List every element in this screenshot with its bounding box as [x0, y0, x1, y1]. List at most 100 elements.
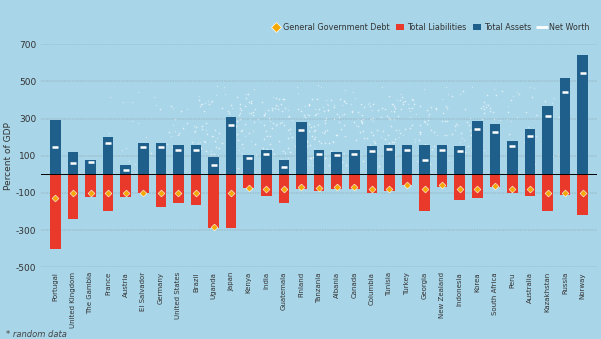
- Point: [182, 121, 192, 126]
- Point: [414, 137, 424, 143]
- Point: [305, 155, 315, 161]
- Point: [308, 133, 317, 138]
- Point: [419, 118, 429, 124]
- Point: [271, 123, 281, 128]
- Point: [368, 115, 378, 121]
- Point: [353, 117, 362, 122]
- Point: [296, 108, 306, 114]
- Point: [320, 130, 329, 135]
- Point: [218, 105, 227, 110]
- Text: * random data: * random data: [6, 330, 67, 339]
- Point: [487, 127, 496, 133]
- Point: [284, 113, 293, 118]
- Bar: [331, 152, 342, 174]
- Point: [350, 95, 360, 100]
- Point: [364, 102, 373, 107]
- Bar: [191, 145, 201, 174]
- Point: [364, 100, 374, 105]
- Point: [140, 147, 150, 153]
- Point: [480, 111, 489, 116]
- Point: [337, 126, 346, 132]
- Point: [420, 119, 430, 124]
- Point: [329, 117, 338, 122]
- Point: [285, 130, 294, 136]
- Point: [265, 142, 275, 147]
- Point: [557, 92, 567, 97]
- Point: [251, 152, 261, 158]
- Point: [224, 162, 233, 167]
- Point: [189, 123, 199, 128]
- Point: [358, 116, 368, 122]
- Point: [304, 162, 313, 167]
- Point: [309, 128, 319, 134]
- Point: [320, 128, 330, 134]
- Point: [440, 118, 450, 124]
- Point: [237, 128, 247, 133]
- Point: [275, 96, 284, 101]
- Point: [335, 157, 345, 163]
- Point: [443, 105, 453, 111]
- Point: [232, 118, 242, 123]
- Point: [210, 127, 219, 133]
- Point: [283, 135, 293, 141]
- Point: [356, 101, 366, 106]
- Point: [204, 98, 213, 104]
- Point: [514, 92, 524, 97]
- Point: [312, 97, 322, 102]
- Point: [465, 123, 474, 128]
- Point: [170, 128, 180, 134]
- Point: [490, 86, 499, 92]
- Point: [207, 98, 216, 104]
- Point: [278, 108, 287, 114]
- Point: [421, 146, 431, 152]
- Point: [245, 117, 255, 122]
- Point: [172, 149, 182, 155]
- Point: [221, 164, 231, 170]
- Point: [455, 139, 465, 145]
- Point: [194, 159, 203, 164]
- Bar: [103, 174, 114, 212]
- Point: [191, 129, 200, 134]
- Point: [447, 132, 457, 137]
- Point: [457, 136, 467, 141]
- Point: [313, 121, 323, 126]
- Point: [467, 135, 477, 140]
- Point: [197, 123, 207, 128]
- Point: [141, 134, 151, 140]
- Point: [221, 126, 230, 132]
- Point: [466, 132, 475, 138]
- Point: [224, 152, 234, 158]
- Point: [217, 140, 227, 145]
- Point: [205, 154, 215, 160]
- Point: [423, 117, 432, 123]
- Point: [394, 128, 403, 133]
- Point: [287, 135, 297, 140]
- Bar: [525, 174, 535, 196]
- Point: [194, 97, 203, 102]
- Point: [439, 111, 448, 116]
- Point: [270, 102, 280, 107]
- Point: [460, 106, 470, 112]
- Point: [285, 149, 294, 155]
- Point: [303, 144, 313, 149]
- Bar: [331, 174, 342, 189]
- Point: [462, 119, 472, 124]
- Bar: [50, 174, 61, 248]
- Point: [409, 102, 419, 107]
- Point: [370, 140, 380, 145]
- Point: [424, 112, 433, 117]
- Point: [151, 102, 161, 107]
- Point: [471, 138, 481, 144]
- Point: [366, 129, 376, 134]
- Bar: [314, 174, 325, 191]
- Point: [366, 117, 376, 122]
- Point: [228, 143, 237, 148]
- Point: [465, 127, 475, 133]
- Point: [265, 133, 275, 139]
- Point: [294, 149, 304, 154]
- Point: [199, 108, 209, 114]
- Point: [390, 137, 400, 142]
- Point: [353, 155, 363, 161]
- Point: [532, 112, 542, 118]
- Bar: [191, 174, 201, 205]
